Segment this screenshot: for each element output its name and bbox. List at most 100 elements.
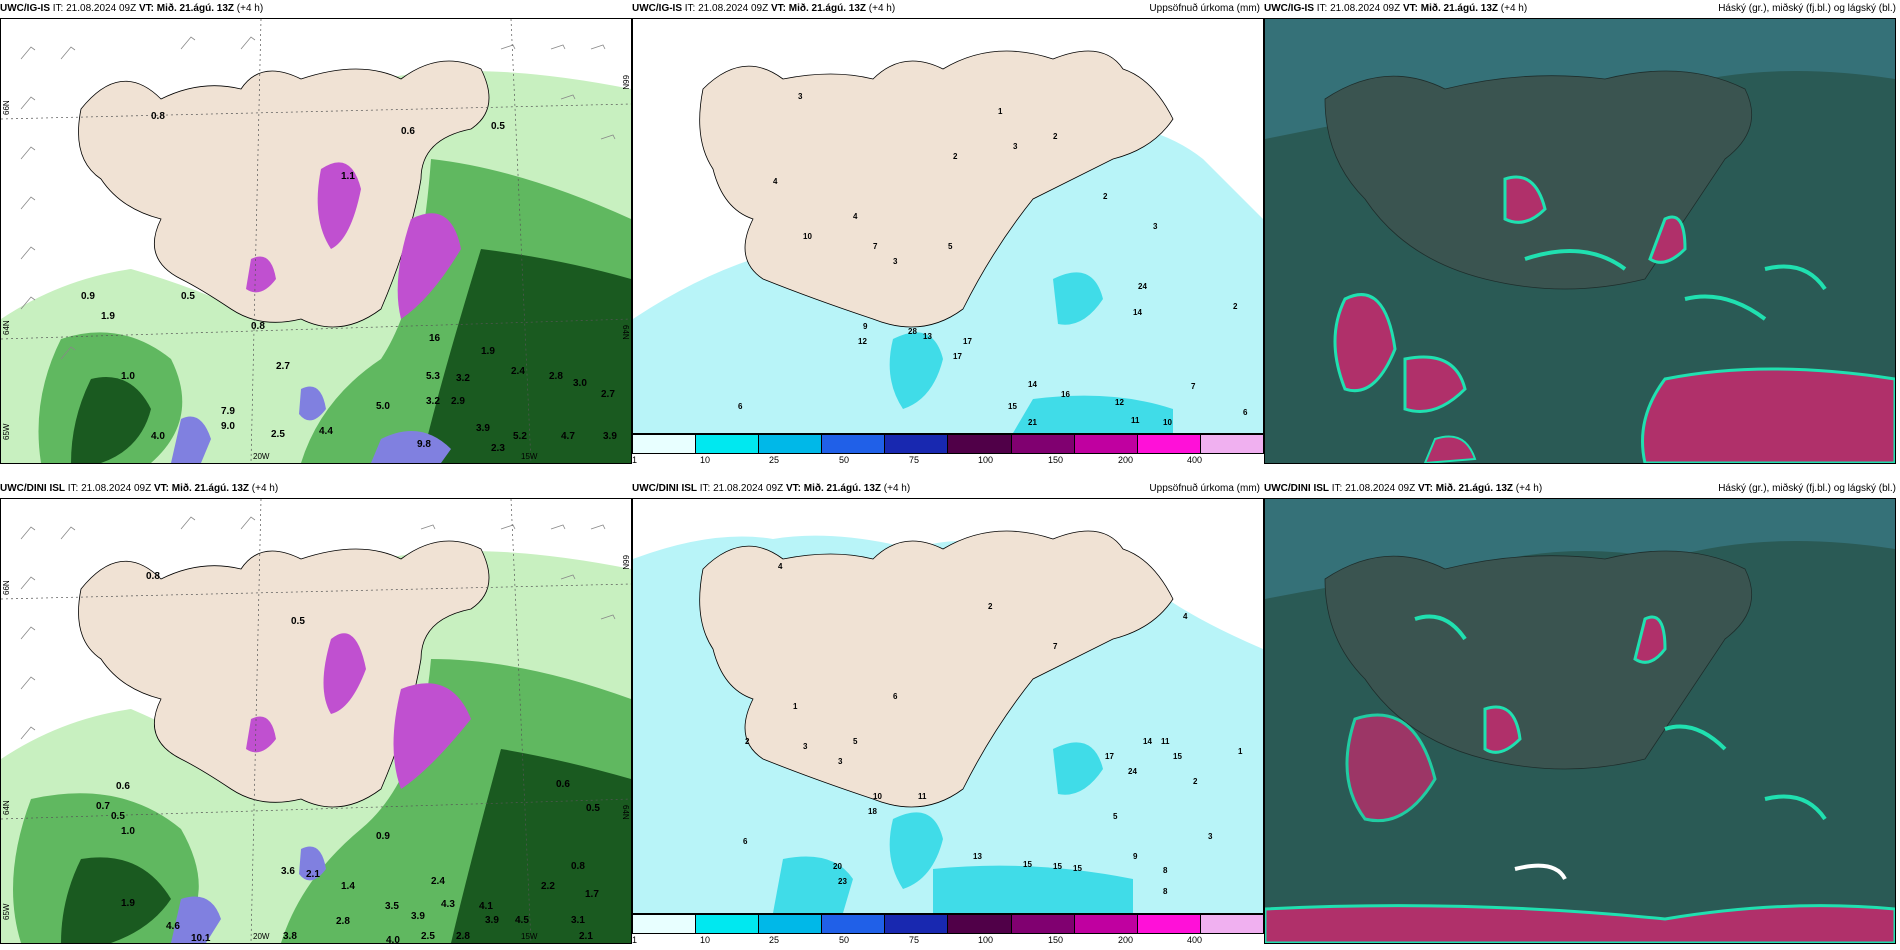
value-label: 13: [923, 332, 932, 341]
map-title: Uppsöfnuð úrkoma (mm): [1149, 3, 1260, 14]
value-label: 0.5: [491, 121, 505, 132]
value-label: 10: [873, 792, 882, 801]
value-label: 2.8: [456, 931, 470, 942]
value-label: 7: [1191, 382, 1196, 391]
value-label: 0.5: [181, 291, 195, 302]
value-label: 3.5: [385, 901, 399, 912]
value-label: 4: [853, 212, 858, 221]
value-label: 2: [1103, 192, 1108, 201]
lon-label: 20W: [253, 932, 270, 941]
panel-bot-mid: UWC/DINI ISL IT: 21.08.2024 09Z VT: Mið.…: [632, 480, 1264, 950]
value-label: 2.4: [511, 366, 525, 377]
value-label: 1: [998, 107, 1003, 116]
it-value: 21.08.2024 09Z: [713, 483, 784, 494]
vt-label: VT:: [785, 483, 801, 494]
it-value: 21.08.2024 09Z: [1330, 3, 1401, 14]
value-label: 4.6: [166, 921, 180, 932]
panel-header: UWC/IG-IS IT: 21.08.2024 09Z VT: Mið. 21…: [1264, 0, 1900, 18]
vt-label: VT:: [770, 3, 786, 14]
it-label: IT:: [1316, 3, 1328, 14]
it-value: 21.08.2024 09Z: [1345, 483, 1416, 494]
colorbar-swatch: [948, 435, 1012, 453]
cloud-map: [1264, 18, 1896, 464]
value-label: 0.7: [96, 801, 110, 812]
value-label: 12: [1115, 398, 1124, 407]
value-label: 20: [833, 862, 842, 871]
it-label: IT:: [52, 3, 64, 14]
value-label: 11: [1131, 416, 1140, 425]
value-label: 11: [918, 792, 927, 801]
value-label: 2.9: [451, 396, 465, 407]
value-label: 0.6: [401, 126, 415, 137]
value-label: 3: [803, 742, 808, 751]
panel-bot-right: UWC/DINI ISL IT: 21.08.2024 09Z VT: Mið.…: [1264, 480, 1900, 950]
value-label: 15: [1023, 860, 1032, 869]
lat-label: 65W: [2, 903, 11, 920]
colorbar-tick: 25: [769, 935, 780, 945]
value-label: 1.4: [341, 881, 355, 892]
colorbar-tick: 200: [1118, 455, 1134, 465]
value-label: 4.1: [479, 901, 493, 912]
it-label: IT:: [699, 483, 711, 494]
value-label: 1.0: [121, 826, 135, 837]
value-label: 6: [893, 692, 898, 701]
precip-map-svg: 0.8 0.5 0.6 0.7 1.0 0.5 1.9 4.6 10.1 3.8…: [1, 499, 631, 943]
value-label: 1.9: [101, 311, 115, 322]
value-label: 1: [793, 702, 798, 711]
panel-bot-left: UWC/DINI ISL IT: 21.08.2024 09Z VT: Mið.…: [0, 480, 632, 950]
vt-value: Mið. 21.ágú. 13Z: [1420, 3, 1498, 14]
value-label: 3.8: [283, 931, 297, 942]
cloud-map: [1264, 498, 1896, 944]
value-label: 3.9: [476, 423, 490, 434]
value-label: 0.5: [291, 616, 305, 627]
value-label: 14: [1143, 737, 1152, 746]
lead-time: (+4 h): [868, 3, 896, 14]
colorbar-tick: 400: [1187, 455, 1203, 465]
colorbar-tick: 75: [909, 935, 920, 945]
value-label: 2.5: [271, 429, 285, 440]
precip-colorbar: [632, 914, 1264, 934]
value-label: 5.0: [376, 401, 390, 412]
colorbar-tick: 1: [632, 455, 638, 465]
value-label: 1.9: [481, 346, 495, 357]
model-name: UWC/IG-IS: [1264, 3, 1314, 14]
value-label: 8: [1163, 866, 1168, 875]
lat-label: 66N: [2, 580, 11, 595]
value-label: 24: [1138, 282, 1147, 291]
lon-label: 15W: [521, 452, 538, 461]
value-label: 6: [1243, 408, 1248, 417]
value-label: 2: [953, 152, 958, 161]
value-label: 6: [738, 402, 743, 411]
value-label: 3.9: [603, 431, 617, 442]
value-label: 0.5: [586, 803, 600, 814]
map-title: Uppsöfnuð úrkoma (mm): [1149, 483, 1260, 494]
value-label: 28: [908, 327, 917, 336]
value-label: 3: [1013, 142, 1018, 151]
lon-label: 15W: [521, 932, 538, 941]
value-label: 1.0: [121, 371, 135, 382]
lat-label: 66N: [621, 75, 630, 90]
it-label: IT:: [684, 3, 696, 14]
value-label: 10: [1163, 418, 1172, 427]
vt-label: VT:: [138, 3, 154, 14]
value-label: 2: [1193, 777, 1198, 786]
precip-map-svg: 0.8 0.5 0.6 1.1 1.0 0.9 0.8 0.5 2.7 1.9 …: [1, 19, 631, 463]
colorbar-swatch: [1200, 435, 1263, 453]
value-label: 0.8: [146, 571, 160, 582]
value-label: 7: [873, 242, 878, 251]
lead-time: (+4 h): [1500, 3, 1528, 14]
value-label: 2.7: [276, 361, 290, 372]
lon-label: 20W: [253, 452, 270, 461]
panel-top-left: UWC/IG-IS IT: 21.08.2024 09Z VT: Mið. 21…: [0, 0, 632, 470]
value-label: 2.7: [601, 389, 615, 400]
vt-label: VT:: [153, 483, 169, 494]
lead-time: (+4 h): [1515, 483, 1543, 494]
lat-label: 65W: [2, 423, 11, 440]
value-label: 13: [973, 852, 982, 861]
value-label: 16: [429, 333, 441, 344]
value-label: 2.8: [549, 371, 563, 382]
colorbar-swatch: [696, 915, 760, 933]
panel-top-right: UWC/IG-IS IT: 21.08.2024 09Z VT: Mið. 21…: [1264, 0, 1900, 470]
value-label: 0.8: [571, 861, 585, 872]
value-label: 0.6: [556, 779, 570, 790]
